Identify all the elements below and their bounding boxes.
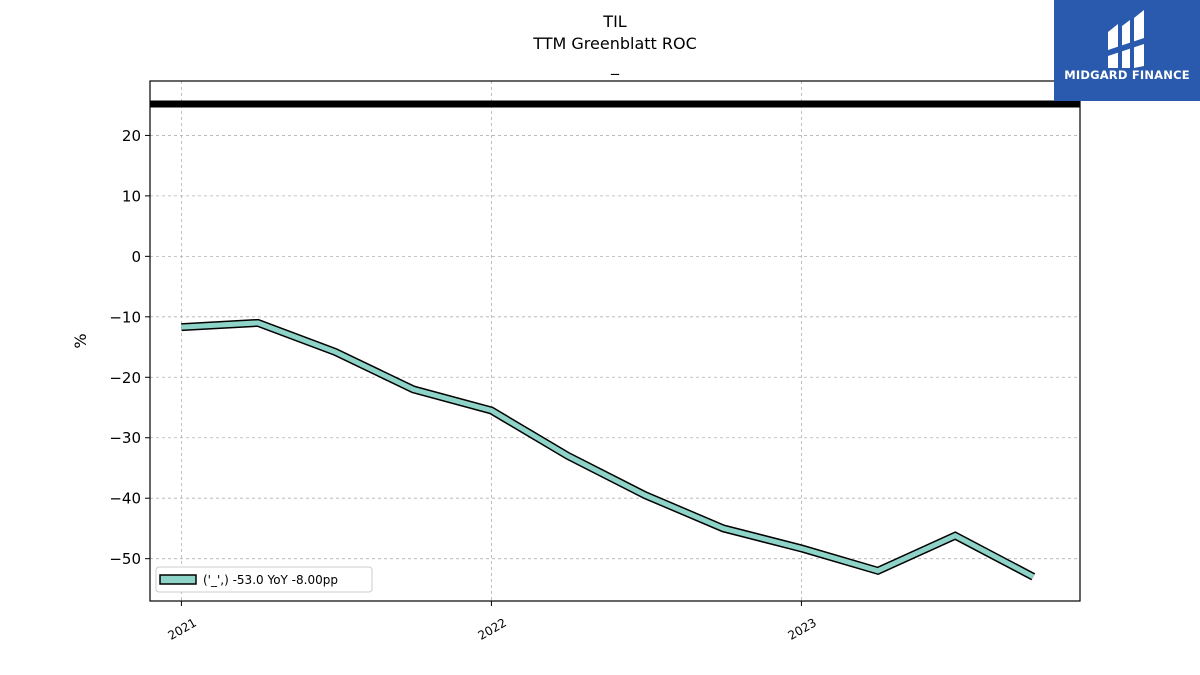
midgard-logo-icon bbox=[1108, 10, 1144, 68]
chart-title-line: _ bbox=[610, 56, 620, 76]
y-axis: 20 10 0 −10 −20 −30 −40 −50 bbox=[109, 127, 150, 568]
legend-label: ('_',) -53.0 YoY -8.00pp bbox=[203, 573, 338, 587]
series-line-outline bbox=[181, 318, 1036, 581]
y-tick-label: −30 bbox=[109, 429, 141, 447]
x-tick-label: 2022 bbox=[475, 615, 508, 642]
legend: ('_',) -53.0 YoY -8.00pp bbox=[155, 566, 373, 593]
midgard-finance-logo: MIDGARD FINANCE bbox=[1054, 0, 1200, 101]
legend-swatch bbox=[159, 574, 197, 585]
y-tick-label: 10 bbox=[122, 187, 141, 205]
y-tick-label: −50 bbox=[109, 550, 141, 568]
grid bbox=[150, 81, 1080, 601]
y-tick-label: −10 bbox=[109, 308, 141, 326]
logo-text: MIDGARD FINANCE bbox=[1064, 68, 1190, 82]
chart-title: TIL TTM Greenblatt ROC _ bbox=[532, 12, 697, 76]
series-group bbox=[181, 318, 1036, 581]
chart-title-line: TTM Greenblatt ROC bbox=[532, 34, 697, 53]
series-line bbox=[181, 320, 1035, 580]
x-axis: 2021 2022 2023 bbox=[165, 601, 819, 643]
y-tick-label: 20 bbox=[122, 127, 141, 145]
chart-title-line: TIL bbox=[602, 12, 626, 31]
y-axis-label: % bbox=[71, 333, 90, 348]
y-tick-label: 0 bbox=[131, 248, 141, 266]
y-tick-label: −40 bbox=[109, 490, 141, 508]
y-tick-label: −20 bbox=[109, 369, 141, 387]
plot-frame bbox=[149, 80, 1081, 602]
x-tick-label: 2021 bbox=[165, 615, 198, 642]
x-tick-label: 2023 bbox=[785, 615, 818, 642]
legend-box bbox=[155, 566, 373, 593]
